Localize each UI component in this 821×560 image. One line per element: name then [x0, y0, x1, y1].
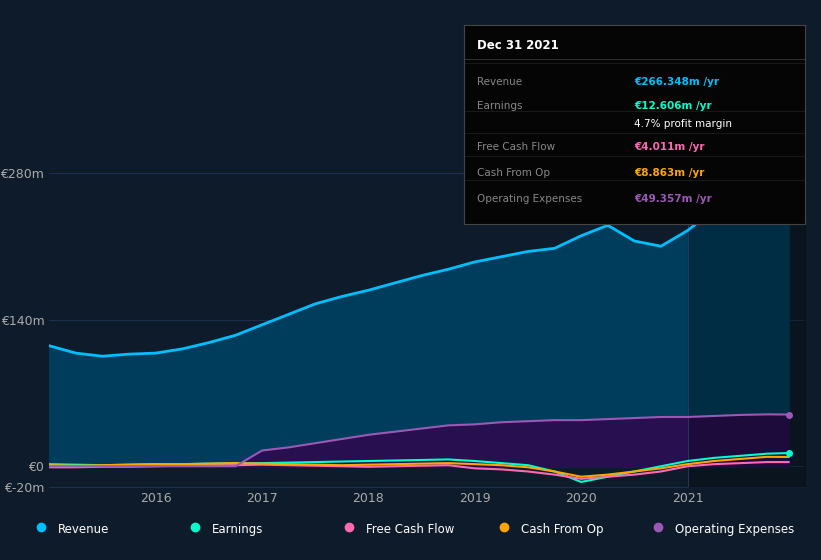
Text: €49.357m /yr: €49.357m /yr	[635, 194, 712, 204]
Text: Revenue: Revenue	[57, 522, 109, 536]
Text: Free Cash Flow: Free Cash Flow	[366, 522, 455, 536]
Text: Dec 31 2021: Dec 31 2021	[478, 39, 559, 52]
Text: €4.011m /yr: €4.011m /yr	[635, 142, 704, 152]
Text: Cash From Op: Cash From Op	[478, 169, 551, 178]
Text: Earnings: Earnings	[478, 101, 523, 111]
Text: Cash From Op: Cash From Op	[521, 522, 603, 536]
Text: 4.7% profit margin: 4.7% profit margin	[635, 119, 732, 129]
Text: Free Cash Flow: Free Cash Flow	[478, 142, 556, 152]
Text: Operating Expenses: Operating Expenses	[675, 522, 794, 536]
Text: €12.606m /yr: €12.606m /yr	[635, 101, 712, 111]
Text: €266.348m /yr: €266.348m /yr	[635, 77, 719, 87]
Text: €8.863m /yr: €8.863m /yr	[635, 169, 704, 178]
Text: Earnings: Earnings	[212, 522, 264, 536]
Text: Revenue: Revenue	[478, 77, 523, 87]
Text: Operating Expenses: Operating Expenses	[478, 194, 583, 204]
